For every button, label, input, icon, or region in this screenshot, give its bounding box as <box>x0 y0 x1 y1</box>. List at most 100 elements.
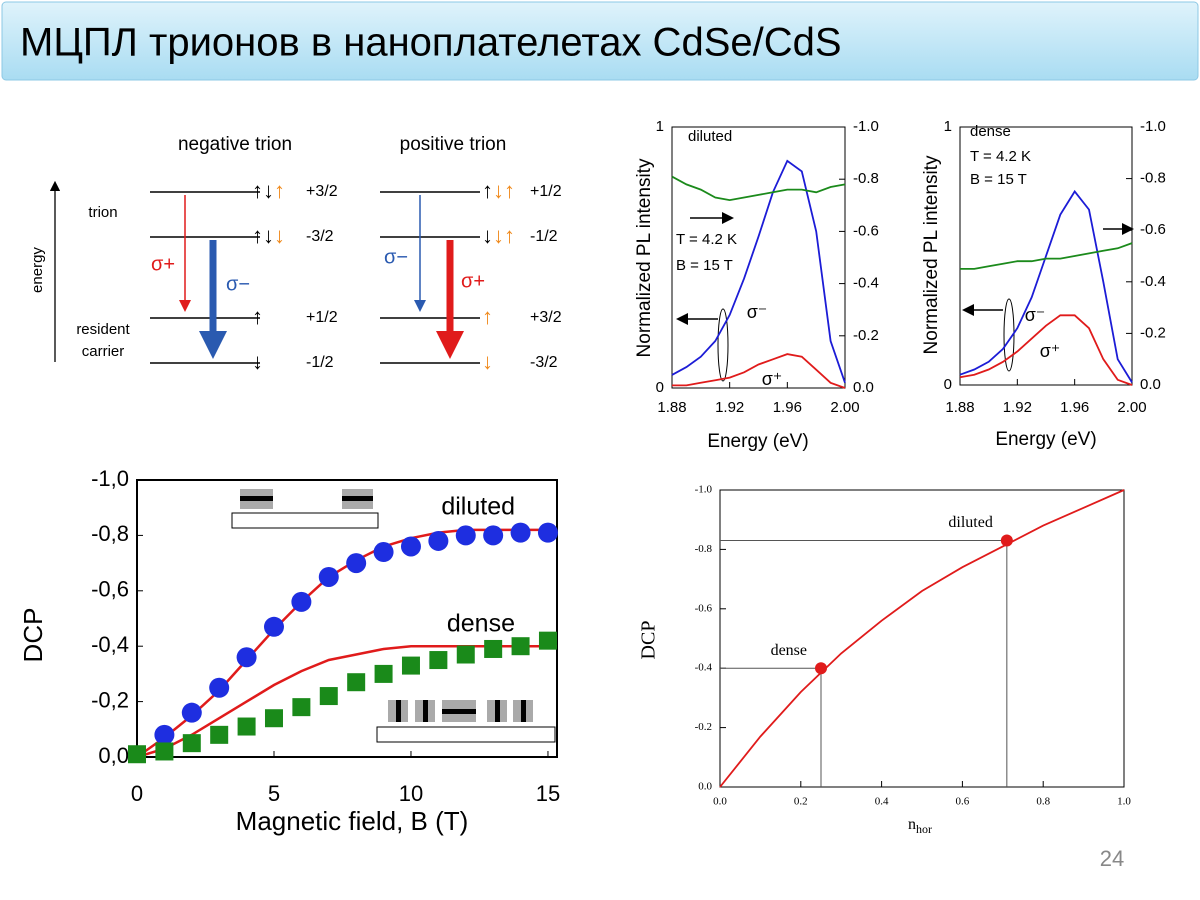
platelet-core <box>423 700 428 722</box>
spin-label: -1/2 <box>530 228 558 245</box>
series-label: σ⁺ <box>762 369 783 389</box>
series-line <box>960 242 1133 270</box>
x-axis-label: Energy (eV) <box>995 429 1096 450</box>
point <box>429 651 448 670</box>
x-tick-label: 1.92 <box>715 399 744 416</box>
trion-label: trion <box>88 204 117 221</box>
point <box>537 522 558 543</box>
point <box>236 647 257 668</box>
sigma-label: σ+ <box>461 270 485 292</box>
y-tick-label: -0.6 <box>695 602 713 614</box>
spins: ↓ <box>482 349 493 374</box>
negative-title: negative trion <box>178 134 292 155</box>
series-line <box>959 314 1133 386</box>
y-tick-label: 1 <box>944 118 952 135</box>
electron-spin: ↓ <box>482 223 493 248</box>
x-tick-label: 1.0 <box>1117 796 1131 808</box>
title-bar <box>1 1 1199 81</box>
trion-diagram: energy trion resident carrier negative t… <box>29 134 562 374</box>
y2-tick-label: -0.2 <box>853 327 879 344</box>
point <box>374 664 393 683</box>
x-axis-label: Magnetic field, B (T) <box>236 806 469 836</box>
y-tick-label: -0.2 <box>695 721 712 733</box>
curve-marker <box>1003 298 1015 372</box>
series-line <box>136 644 557 759</box>
spin-label: -1/2 <box>306 354 334 371</box>
y-tick-label: -0.8 <box>695 543 713 555</box>
y2-tick-label: -0.6 <box>1140 221 1166 238</box>
x-tick-label: 0.2 <box>794 796 808 808</box>
y-tick-label: 0 <box>944 376 952 393</box>
y-tick-label: -0.4 <box>695 662 713 674</box>
y2-tick-label: -0.2 <box>1140 324 1166 341</box>
slide-title: МЦПЛ трионов в наноплателетах CdSe/CdS <box>20 21 842 65</box>
platelet-core <box>495 700 500 722</box>
y2-tick-label: -0.4 <box>1140 273 1166 290</box>
x-axis-label: Energy (eV) <box>707 431 808 452</box>
x-axis-label-main: Magnetic field, B (T) <box>236 806 469 836</box>
hole-spin: ↓ <box>482 349 493 374</box>
plot-frame <box>671 126 846 389</box>
point <box>511 637 530 656</box>
point <box>456 645 475 664</box>
y-tick-label: -0,6 <box>91 577 129 602</box>
electron-spin: ↓ <box>252 349 263 374</box>
x-tick-label: 1.88 <box>945 399 974 416</box>
spin-label: +1/2 <box>306 309 338 326</box>
y2-tick-label: -0.8 <box>1140 170 1166 187</box>
hole-spin: ↑ <box>274 178 285 203</box>
series-label: σ⁻ <box>1025 305 1046 325</box>
hole-spin: ↓↑ <box>493 178 515 203</box>
y-tick-label: 0,0 <box>98 743 129 768</box>
annotation: B = 15 T <box>970 171 1027 188</box>
x-tick-label: 2.00 <box>1117 399 1146 416</box>
point <box>237 717 256 736</box>
series-label: diluted <box>441 493 515 521</box>
y2-tick-label: -1.0 <box>853 118 879 135</box>
spin-label: -3/2 <box>530 354 558 371</box>
y-axis-label: Normalized PL intensity <box>634 158 655 357</box>
chart: 0 5 10 15 0,0 -0,2 -0,4 -0,6 -0,8 -1,0 Magnetic fi… <box>18 466 560 836</box>
y2-tick-label: -0.8 <box>853 170 879 187</box>
series-label: dense <box>447 610 515 638</box>
point <box>128 745 146 764</box>
x-axis-label-main: Energy (eV) <box>707 431 808 452</box>
point <box>455 525 476 546</box>
spins: ↑ <box>482 304 493 329</box>
electron-spin: ↑↓ <box>252 223 274 248</box>
y-axis-label: DCP <box>18 608 48 663</box>
plot-frame <box>959 126 1133 386</box>
x-tick-label: 5 <box>268 781 280 806</box>
series-label: σ⁻ <box>747 302 768 322</box>
x-axis-label-main: n <box>908 816 916 833</box>
plot-frame <box>719 489 1125 788</box>
annotation: dense <box>970 123 1011 140</box>
series-line <box>671 175 846 202</box>
point <box>292 698 311 717</box>
x-tick-label: 0 <box>131 781 143 806</box>
point <box>209 677 230 698</box>
y2-tick-label: -1.0 <box>1140 118 1166 135</box>
point <box>263 616 284 637</box>
annotation: T = 4.2 K <box>676 231 737 248</box>
point <box>347 673 366 692</box>
sigma-label: σ+ <box>151 253 175 275</box>
y-tick-label: 1 <box>656 118 664 135</box>
platelet <box>231 512 379 529</box>
point <box>182 734 201 753</box>
spins: ↑ <box>252 304 263 329</box>
point <box>291 591 312 612</box>
electron-spin: ↑↓ <box>252 178 274 203</box>
positive-title: positive trion <box>400 134 507 155</box>
y-axis-label: Normalized PL intensity <box>921 155 942 354</box>
y2-tick-label: 0.0 <box>1140 376 1161 393</box>
point <box>815 662 827 675</box>
point <box>401 656 420 675</box>
y-tick-label: -1,0 <box>91 466 129 491</box>
point <box>1000 534 1013 547</box>
platelet-core <box>442 709 476 714</box>
spins: ↑↓↑ <box>482 178 515 203</box>
insets <box>231 489 556 743</box>
curve-marker <box>717 308 729 382</box>
pl-annotations <box>676 212 1134 382</box>
